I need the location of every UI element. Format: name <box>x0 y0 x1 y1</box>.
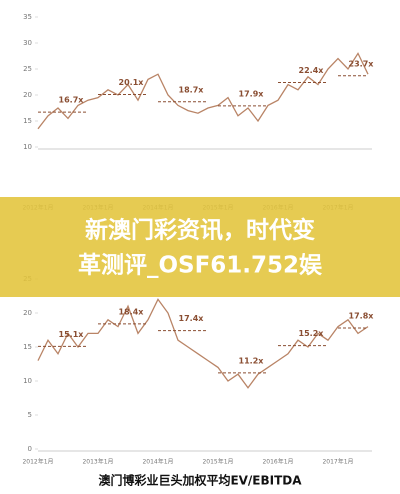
x-tick-label: 2015年1月 <box>202 458 233 466</box>
banner-bg <box>0 197 400 297</box>
x-tick-label: 2014年1月 <box>142 458 173 466</box>
data-line <box>37 298 369 389</box>
y-tick-label: 0 <box>28 445 32 453</box>
average-label: 23.7x <box>349 59 375 68</box>
y-tick-label: 10 <box>23 377 32 385</box>
y-tick-label: 5 <box>28 411 32 419</box>
y-tick-label: 35 <box>23 13 32 21</box>
average-label: 11.2x <box>239 356 265 365</box>
x-tick-label: 2016年1月 <box>262 458 293 466</box>
y-tick-label: 15 <box>23 117 32 125</box>
average-label: 18.7x <box>179 85 205 94</box>
average-label: 18.4x <box>119 307 145 316</box>
banner-line: 革测评_OSF61.752娱 <box>78 253 323 279</box>
average-label: 22.4x <box>299 66 325 75</box>
average-label: 17.4x <box>179 314 205 323</box>
average-label: 17.9x <box>239 89 265 98</box>
average-label: 15.2x <box>299 329 325 338</box>
average-label: 20.1x <box>119 78 145 87</box>
average-label: 17.8x <box>349 311 375 320</box>
data-line <box>37 52 369 130</box>
average-label: 15.1x <box>59 330 85 339</box>
y-tick-label: 25 <box>23 65 32 73</box>
banner-line: 新澳门彩资讯，时代变 <box>85 217 315 244</box>
y-tick-label: 30 <box>23 39 32 47</box>
y-tick-label: 15 <box>23 343 32 351</box>
x-tick-label: 2013年1月 <box>82 458 113 466</box>
x-tick-label: 2017年1月 <box>322 458 353 466</box>
y-tick-label: 10 <box>23 143 32 151</box>
y-tick-label: 20 <box>23 309 32 317</box>
x-tick-label: 2012年1月 <box>22 458 53 466</box>
average-label: 16.7x <box>59 96 85 105</box>
y-tick-label: 20 <box>23 91 32 99</box>
chart-title: 澳门博彩业巨头加权平均EV/EBITDA <box>98 473 302 488</box>
